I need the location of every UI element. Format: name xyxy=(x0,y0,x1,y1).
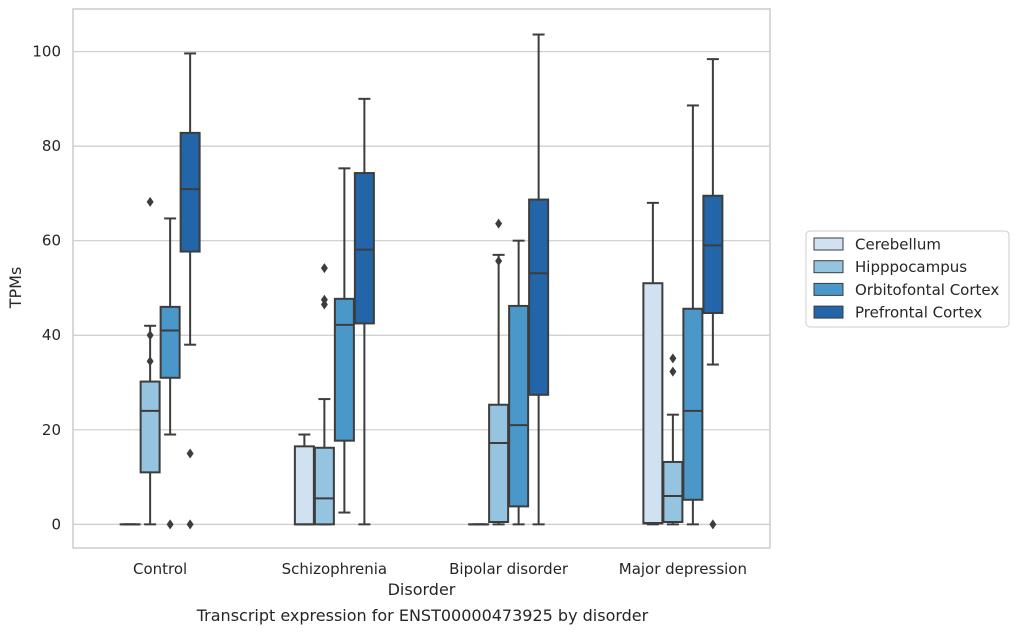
box-layer xyxy=(119,33,724,530)
box-hipppocampus xyxy=(488,218,510,526)
legend-swatch xyxy=(813,237,844,251)
iqr-box xyxy=(139,380,161,474)
box-hipppocampus xyxy=(662,353,684,526)
box-cerebellum xyxy=(642,201,664,526)
legend-frame xyxy=(805,230,1010,328)
x-tick-label: Control xyxy=(133,560,187,578)
outlier-point xyxy=(186,519,194,530)
outlier-point xyxy=(146,330,154,341)
iqr-box xyxy=(702,194,724,315)
y-axis-label: TPMs xyxy=(6,267,25,310)
iqr-box xyxy=(682,307,704,501)
iqr-box xyxy=(353,172,375,325)
outlier-point xyxy=(669,366,677,377)
iqr-box xyxy=(333,297,355,442)
x-tick-label: Bipolar disorder xyxy=(449,560,569,578)
outlier-point xyxy=(146,196,154,207)
legend-label: Cerebellum xyxy=(855,236,941,254)
y-tick-label: 40 xyxy=(42,326,61,344)
legend-swatch xyxy=(813,260,844,274)
iqr-box xyxy=(662,460,684,523)
legend-label: Prefrontal Cortex xyxy=(855,304,982,322)
x-axis-label: Disorder xyxy=(388,580,456,599)
tick-layer: 0 20 40 60 80 100 Control Schizophrenia Bipolar … xyxy=(32,43,747,578)
figure-caption: Transcript expression for ENST0000047392… xyxy=(196,606,649,625)
x-tick-label: Major depression xyxy=(619,560,747,578)
y-tick-label: 100 xyxy=(32,43,61,61)
box-orbitofontal-cortex xyxy=(333,167,355,514)
legend: Cerebellum Hipppocampus Orbitofontal Corte… xyxy=(805,230,1010,328)
iqr-box xyxy=(642,282,664,525)
outlier-point xyxy=(166,519,174,530)
box-prefrontal-cortex xyxy=(528,33,550,526)
grid-layer xyxy=(73,50,770,525)
box-hipppocampus xyxy=(313,263,335,526)
box-prefrontal-cortex xyxy=(702,58,724,530)
iqr-box xyxy=(488,403,510,523)
y-tick-label: 0 xyxy=(51,515,61,533)
box-prefrontal-cortex xyxy=(179,52,201,530)
iqr-box xyxy=(508,304,530,508)
outlier-point xyxy=(495,218,503,229)
legend-label: Hipppocampus xyxy=(855,258,967,276)
iqr-box xyxy=(528,198,550,396)
outlier-point xyxy=(320,294,328,305)
x-tick-label: Schizophrenia xyxy=(282,560,387,578)
box-orbitofontal-cortex xyxy=(159,217,181,530)
iqr-box xyxy=(179,131,201,253)
legend-swatch xyxy=(813,282,844,296)
outlier-point xyxy=(186,448,194,459)
legend-label: Orbitofontal Cortex xyxy=(855,281,999,299)
outlier-point xyxy=(320,263,328,274)
outlier-point xyxy=(669,353,677,364)
outlier-point xyxy=(146,356,154,367)
iqr-box xyxy=(293,445,315,526)
box-orbitofontal-cortex xyxy=(682,104,704,526)
outlier-point xyxy=(709,519,717,530)
outlier-point xyxy=(495,256,503,267)
legend-swatch xyxy=(813,305,844,319)
box-orbitofontal-cortex xyxy=(508,239,530,526)
y-tick-label: 20 xyxy=(42,421,61,439)
box-prefrontal-cortex xyxy=(353,97,375,526)
iqr-box xyxy=(159,305,181,379)
box-hipppocampus xyxy=(139,196,161,526)
box-cerebellum xyxy=(293,433,315,526)
plot-frame xyxy=(72,8,771,549)
y-tick-label: 60 xyxy=(42,232,61,250)
iqr-box xyxy=(313,446,335,526)
y-tick-label: 80 xyxy=(42,137,61,155)
